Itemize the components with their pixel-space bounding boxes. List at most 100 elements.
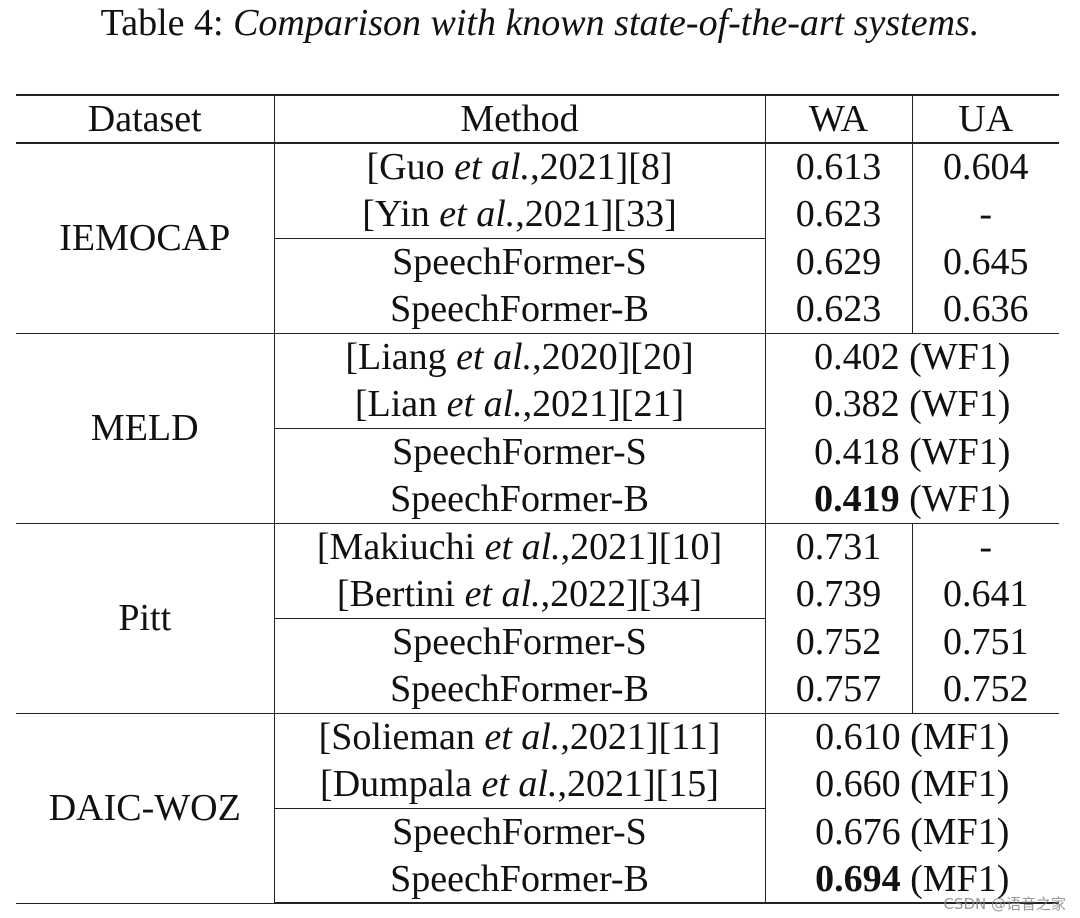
table-caption: Table 4: Comparison with known state-of-… <box>0 0 1080 48</box>
score-metric: (MF1) <box>900 716 1010 758</box>
table-row: DAIC-WOZ [Solieman et al.,2021][11] 0.61… <box>16 713 1059 904</box>
table-row: SpeechFormer-B 0.623 0.636 <box>16 285 1059 334</box>
method-suffix: ,2021][15] <box>557 763 719 805</box>
score-metric: (MF1) <box>900 810 1010 853</box>
score-metric: (WF1) <box>899 430 1011 473</box>
merged-score-cell: 0.418 (WF1) <box>764 428 1059 476</box>
table-row: SpeechFormer-B 0.694 (MF1) <box>16 855 1059 904</box>
wa-cell: 0.731 <box>764 523 912 571</box>
method-suffix: ,2021][8] <box>530 146 673 189</box>
dataset-iemocap: IEMOCAP <box>16 143 274 334</box>
method-prefix: [Yin <box>362 193 440 235</box>
merged-score-cell: 0.676 (MF1) <box>764 808 1059 856</box>
table-row: [Lian et al.,2021][21] 0.382 (WF1) <box>16 380 1059 429</box>
dataset-daic-woz: DAIC-WOZ <box>16 713 274 904</box>
method-suffix: ,2021][10] <box>560 526 723 568</box>
merged-score-cell: 0.382 (WF1) <box>764 380 1059 428</box>
ua-cell: - <box>911 523 1059 571</box>
score-value: 0.382 <box>814 383 900 426</box>
comparison-table: Dataset Method WA UA IEMOCAP [Guo et al.… <box>16 94 1059 904</box>
method-etal: et al. <box>464 573 541 615</box>
method-suffix: ,2021][33] <box>515 193 677 235</box>
merged-score-cell: 0.694 (MF1) <box>764 855 1059 904</box>
method-cell: [Liang et al.,2020][20] <box>273 333 765 381</box>
wa-cell: 0.623 <box>764 285 912 334</box>
score-metric: (MF1) <box>900 857 1010 900</box>
method-cell: [Dumpala et al.,2021][15] <box>273 760 765 809</box>
method-cell: [Solieman et al.,2021][11] <box>273 713 765 761</box>
method-cell: SpeechFormer-S <box>273 428 765 476</box>
ua-cell: 0.604 <box>911 143 1059 191</box>
header-dataset: Dataset <box>16 94 274 144</box>
merged-score-cell: 0.610 (MF1) <box>764 713 1059 761</box>
ua-cell: 0.641 <box>911 570 1059 618</box>
method-cell: [Yin et al.,2021][33] <box>273 190 765 239</box>
score-value: 0.418 <box>814 430 900 473</box>
score-metric: (MF1) <box>900 763 1010 806</box>
table-row: [Yin et al.,2021][33] 0.623 - <box>16 190 1059 239</box>
watermark: CSDN @语音之家 <box>943 895 1066 913</box>
method-etal: et al. <box>484 526 561 568</box>
table-row: Pitt [Makiuchi et al.,2021][10] 0.731 - <box>16 523 1059 714</box>
wa-cell: 0.623 <box>764 190 912 238</box>
table-row: IEMOCAP [Guo et al.,2021][8] 0.613 0.604 <box>16 143 1059 334</box>
score-value: 0.402 <box>814 336 900 378</box>
method-cell: [Lian et al.,2021][21] <box>273 380 765 429</box>
method-cell: SpeechFormer-S <box>273 238 765 286</box>
table-row: SpeechFormer-S 0.752 0.751 <box>16 618 1059 666</box>
ua-cell: - <box>911 190 1059 238</box>
score-metric: (WF1) <box>899 336 1011 378</box>
method-cell: SpeechFormer-S <box>273 808 765 856</box>
wa-cell: 0.629 <box>764 238 912 286</box>
method-etal: et al. <box>446 383 523 425</box>
wa-cell: 0.613 <box>764 143 912 191</box>
method-prefix: [Bertini <box>336 573 465 615</box>
table-row: SpeechFormer-B 0.757 0.752 <box>16 665 1059 714</box>
header-method: Method <box>273 94 765 144</box>
method-prefix: [Liang <box>345 336 457 378</box>
wa-cell: 0.752 <box>764 618 912 666</box>
method-cell: SpeechFormer-B <box>273 855 765 904</box>
method-cell: SpeechFormer-B <box>273 475 765 524</box>
merged-score-cell: 0.419 (WF1) <box>764 475 1059 524</box>
ua-cell: 0.645 <box>911 238 1059 286</box>
wa-cell: 0.739 <box>764 570 912 618</box>
header-row: Dataset Method WA UA <box>16 94 1059 144</box>
score-value: 0.676 <box>815 810 901 853</box>
table-row: SpeechFormer-S 0.629 0.645 <box>16 238 1059 286</box>
method-cell: [Bertini et al.,2022][34] <box>273 570 765 619</box>
table-row: [Dumpala et al.,2021][15] 0.660 (MF1) <box>16 760 1059 809</box>
caption-label: Table 4: <box>100 2 224 44</box>
ua-cell: 0.751 <box>911 618 1059 666</box>
score-value: 0.610 <box>815 716 901 758</box>
method-prefix: [Solieman <box>318 716 485 758</box>
table-row: SpeechFormer-S 0.418 (WF1) <box>16 428 1059 476</box>
method-cell: SpeechFormer-B <box>273 665 765 714</box>
table-row: SpeechFormer-S 0.676 (MF1) <box>16 808 1059 856</box>
wa-cell: 0.757 <box>764 665 912 714</box>
method-suffix: ,2020][20] <box>532 336 694 378</box>
score-value: 0.419 <box>814 478 900 520</box>
method-prefix: [Guo <box>366 146 455 189</box>
method-suffix: ,2021][21] <box>522 383 685 425</box>
method-prefix: [Dumpala <box>320 763 482 805</box>
header-ua: UA <box>911 94 1059 144</box>
merged-score-cell: 0.402 (WF1) <box>764 333 1059 381</box>
table-row: SpeechFormer-B 0.419 (WF1) <box>16 475 1059 524</box>
method-cell: SpeechFormer-S <box>273 618 765 666</box>
header-wa: WA <box>764 94 912 144</box>
score-metric: (WF1) <box>899 478 1011 520</box>
score-metric: (WF1) <box>899 383 1011 426</box>
method-etal: et al. <box>481 763 558 805</box>
dataset-meld: MELD <box>16 333 274 524</box>
merged-score-cell: 0.660 (MF1) <box>764 760 1059 808</box>
method-etal: et al. <box>439 193 516 235</box>
dataset-pitt: Pitt <box>16 523 274 714</box>
score-value: 0.694 <box>815 857 901 900</box>
method-cell: [Guo et al.,2021][8] <box>273 143 765 191</box>
method-cell: [Makiuchi et al.,2021][10] <box>273 523 765 571</box>
table-row: [Bertini et al.,2022][34] 0.739 0.641 <box>16 570 1059 619</box>
method-prefix: [Makiuchi <box>316 526 485 568</box>
method-etal: et al. <box>484 716 561 758</box>
method-cell: SpeechFormer-B <box>273 285 765 334</box>
